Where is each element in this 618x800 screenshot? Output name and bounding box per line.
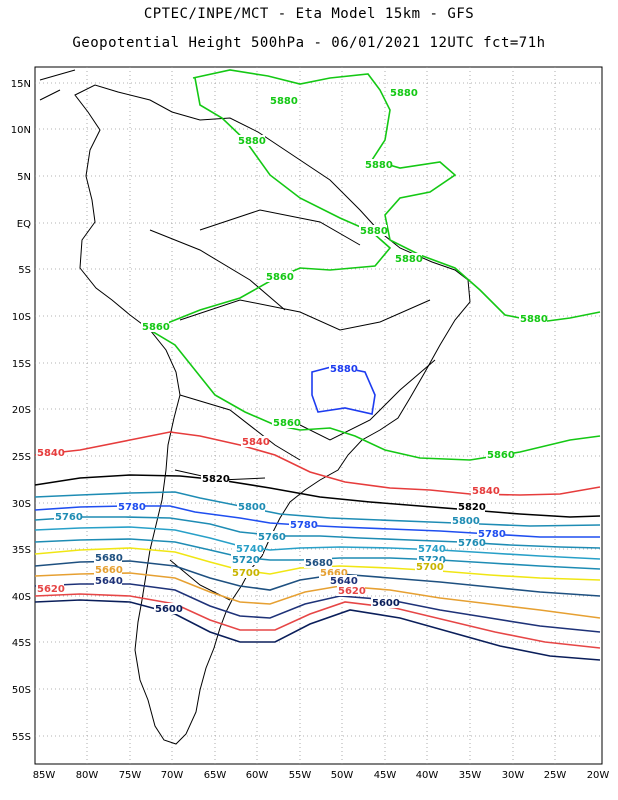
contour-line-5680: [34, 560, 601, 597]
longitude-tick-label: 35W: [459, 770, 482, 781]
latitude-tick-label: 20S: [12, 405, 31, 416]
latitude-tick-label: 30S: [12, 499, 31, 510]
contour-line-5760: [34, 516, 601, 549]
contour-line-5860: [148, 77, 601, 461]
contour-label: 5680: [95, 553, 123, 564]
contour-line-5620: [34, 593, 601, 649]
latitude-tick-label: 15N: [11, 79, 31, 90]
longitude-tick-label: 85W: [33, 770, 56, 781]
longitude-labels: 85W 80W 75W 70W 65W 60W 55W 50W 45W 40W 35W 30W 25W 2…: [33, 770, 610, 781]
contour-lines: [34, 69, 601, 661]
contour-label: 5740: [236, 544, 264, 555]
contour-label: 5880: [520, 314, 548, 325]
contour-label: 5840: [37, 448, 65, 459]
contour-label: 5660: [95, 565, 123, 576]
contour-label: 5760: [55, 512, 83, 523]
contour-label: 5880: [365, 160, 393, 171]
contour-label: 5620: [37, 584, 65, 595]
map-title: CPTEC/INPE/MCT - Eta Model 15km - GFS: [143, 6, 475, 22]
contour-label: 5860: [266, 272, 294, 283]
contour-label: 5640: [330, 576, 358, 587]
contour-label: 5820: [202, 474, 230, 485]
longitude-tick-label: 80W: [76, 770, 99, 781]
latitude-tick-label: 50S: [12, 685, 31, 696]
contour-label: 5840: [472, 486, 500, 497]
contour-line-5600: [34, 599, 601, 661]
contour-line-5660: [34, 572, 601, 619]
contour-line-5820: [34, 474, 601, 518]
contour-label: 5860: [487, 450, 515, 461]
contour-label: 5820: [458, 502, 486, 513]
contour-label: 5700: [232, 568, 260, 579]
contour-line-5800: [34, 491, 601, 527]
contour-label: 5880: [238, 136, 266, 147]
latitude-tick-label: 45S: [12, 638, 31, 649]
contour-label: 5640: [95, 576, 123, 587]
contour-label: 5800: [238, 502, 266, 513]
longitude-tick-label: 25W: [544, 770, 567, 781]
longitude-tick-label: 30W: [502, 770, 525, 781]
plot-frame: [34, 66, 603, 765]
contour-label: 5880: [390, 88, 418, 99]
contour-label: 5880: [270, 96, 298, 107]
coastlines: [39, 69, 471, 745]
contour-label: 5780: [290, 520, 318, 531]
longitude-tick-label: 70W: [161, 770, 184, 781]
contour-label: 5680: [305, 558, 333, 569]
longitude-tick-label: 45W: [374, 770, 397, 781]
contour-line-5720: [34, 538, 601, 570]
contour-label: 5780: [478, 529, 506, 540]
contour-label: 5760: [258, 532, 286, 543]
contour-line-5700: [34, 547, 601, 581]
contour-label: 5660: [320, 568, 348, 579]
contour-label: 5600: [372, 598, 400, 609]
latitude-tick-label: 25S: [12, 452, 31, 463]
contour-line-5840: [34, 431, 601, 496]
grid-lines: [35, 67, 602, 764]
contour-labels: 5880 5880 5880 5880 5880 5880 5880 5860 5860 5860…: [36, 87, 548, 615]
contour-label: 5600: [155, 604, 183, 615]
longitude-tick-label: 65W: [204, 770, 227, 781]
longitude-tick-label: 50W: [331, 770, 354, 781]
longitude-tick-label: 60W: [246, 770, 269, 781]
contour-label: 5700: [416, 562, 444, 573]
latitude-tick-label: 15S: [12, 359, 31, 370]
longitude-tick-label: 75W: [119, 770, 142, 781]
contour-label: 5800: [452, 516, 480, 527]
map-subtitle: Geopotential Height 500hPa - 06/01/2021 …: [72, 35, 546, 51]
contour-label: 5760: [458, 538, 486, 549]
latitude-tick-label: EQ: [17, 219, 31, 230]
latitude-tick-label: 5N: [17, 172, 31, 183]
contour-label: 5880: [330, 364, 358, 375]
contour-label: 5860: [273, 418, 301, 429]
contour-label: 5860: [142, 322, 170, 333]
contour-line-5740: [34, 526, 601, 560]
contour-line-5880: [192, 69, 601, 323]
contour-label: 5840: [242, 437, 270, 448]
longitude-tick-label: 55W: [289, 770, 312, 781]
contour-label: 5880: [395, 254, 423, 265]
latitude-labels: 15N 10N 5N EQ 5S 10S 15S 20S 25S 30S 35S 40S 45S 50S 5…: [11, 79, 31, 743]
latitude-tick-label: 10N: [11, 125, 31, 136]
longitude-tick-label: 20W: [587, 770, 610, 781]
contour-label: 5620: [338, 586, 366, 597]
contour-label: 5740: [418, 544, 446, 555]
contour-label: 5780: [118, 502, 146, 513]
latitude-tick-label: 35S: [12, 545, 31, 556]
contour-line-5640: [34, 583, 601, 633]
longitude-tick-label: 40W: [416, 770, 439, 781]
contour-label: 5880: [360, 226, 388, 237]
latitude-tick-label: 40S: [12, 592, 31, 603]
contour-label: 5720: [232, 555, 260, 566]
latitude-tick-label: 5S: [18, 265, 31, 276]
latitude-tick-label: 55S: [12, 732, 31, 743]
contour-label: 5720: [418, 555, 446, 566]
latitude-tick-label: 10S: [12, 312, 31, 323]
